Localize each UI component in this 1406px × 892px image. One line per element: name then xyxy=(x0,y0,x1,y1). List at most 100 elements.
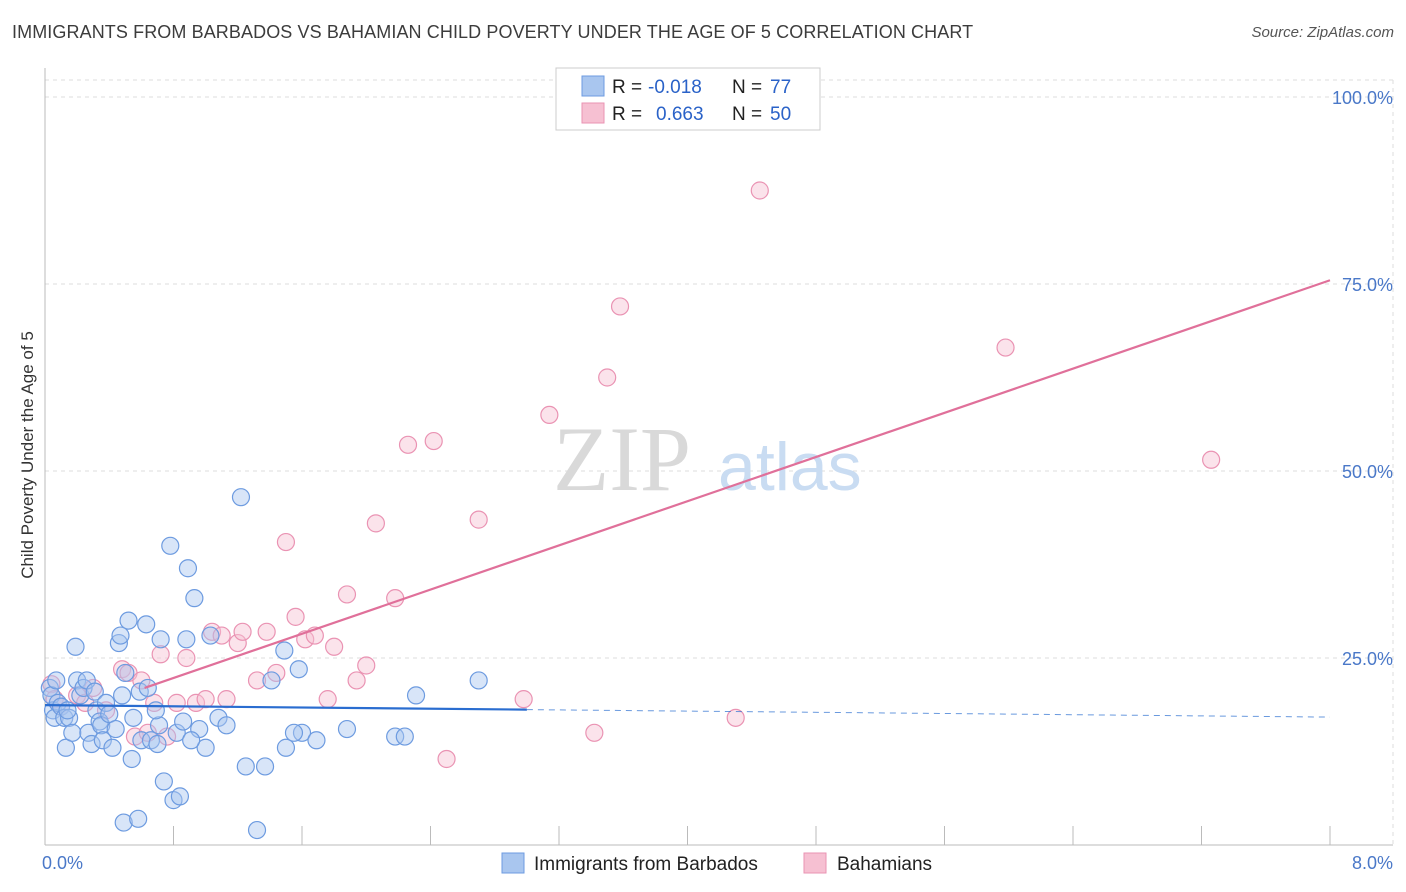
point-barbados-12 xyxy=(68,671,87,690)
point-barbados-75 xyxy=(284,723,304,742)
point-barbados-30 xyxy=(114,813,133,832)
points-layer xyxy=(40,181,1221,840)
bottom-legend-label-1: Immigrants from Barbados xyxy=(534,854,758,875)
legend-n-value-1: 77 xyxy=(770,77,791,98)
point-barbados-56 xyxy=(217,716,236,735)
y-axis-label: Child Poverty Under the Age of 5 xyxy=(18,331,37,579)
trend-line-bahamians xyxy=(144,279,1331,689)
legend-n-label-2: N = xyxy=(732,104,762,125)
y-tick-label-50: 50.0% xyxy=(1342,462,1393,482)
point-barbados-64 xyxy=(289,660,308,679)
point-bahamians-25 xyxy=(257,622,276,641)
y-tick-label-25: 25.0% xyxy=(1342,649,1393,669)
legend-r-value-2: 0.663 xyxy=(656,104,704,125)
point-bahamians-35 xyxy=(357,656,376,675)
point-bahamians-46 xyxy=(610,297,630,316)
point-barbados-26 xyxy=(106,719,125,739)
bottom-legend: Immigrants from Barbados Bahamians xyxy=(501,852,932,875)
point-barbados-33 xyxy=(122,749,141,769)
point-bahamians-28 xyxy=(286,607,305,626)
point-barbados-67 xyxy=(337,719,357,739)
point-barbados-57 xyxy=(231,488,251,507)
point-bahamians-23 xyxy=(233,622,252,641)
point-barbados-68 xyxy=(386,727,405,746)
bottom-legend-swatch-pink xyxy=(803,852,827,874)
legend-r-label-2: R = xyxy=(612,104,642,125)
point-barbados-42 xyxy=(151,630,170,649)
point-barbados-32 xyxy=(119,611,138,630)
point-bahamians-33 xyxy=(337,585,357,604)
point-bahamians-47 xyxy=(726,708,745,727)
point-bahamians-32 xyxy=(325,637,344,656)
point-bahamians-39 xyxy=(424,431,443,451)
trend-line-barbados xyxy=(44,704,527,711)
legend-n-label-1: N = xyxy=(732,77,762,98)
point-barbados-53 xyxy=(196,738,215,757)
point-barbados-71 xyxy=(469,671,488,690)
point-bahamians-34 xyxy=(347,671,366,690)
point-bahamians-10 xyxy=(132,671,151,690)
point-barbados-51 xyxy=(185,589,204,608)
point-barbados-25 xyxy=(103,738,122,757)
point-barbados-34 xyxy=(129,809,148,828)
point-barbados-66 xyxy=(307,731,326,750)
point-barbados-17 xyxy=(82,734,101,754)
point-barbados-27 xyxy=(109,633,128,653)
point-barbados-22 xyxy=(93,731,112,750)
x-tick-label-0: 0.0% xyxy=(42,853,83,873)
point-bahamians-48 xyxy=(750,181,769,200)
bottom-legend-swatch-blue xyxy=(501,852,525,874)
legend-swatch-blue xyxy=(581,75,605,97)
point-barbados-8 xyxy=(56,738,75,757)
point-barbados-4 xyxy=(47,671,66,690)
point-barbados-59 xyxy=(247,820,267,840)
point-barbados-40 xyxy=(148,734,167,754)
point-barbados-31 xyxy=(116,663,135,683)
x-tick-label-8: 8.0% xyxy=(1352,853,1393,873)
point-bahamians-36 xyxy=(366,514,385,533)
point-bahamians-38 xyxy=(398,435,418,454)
point-barbados-60 xyxy=(255,757,275,776)
legend-r-label-1: R = xyxy=(612,77,642,98)
point-bahamians-15 xyxy=(167,693,186,712)
point-bahamians-13 xyxy=(151,645,170,664)
point-bahamians-42 xyxy=(514,690,533,709)
point-barbados-43 xyxy=(154,772,173,791)
point-bahamians-16 xyxy=(177,648,196,668)
point-barbados-11 xyxy=(66,637,85,656)
point-bahamians-49 xyxy=(996,338,1015,357)
point-barbados-54 xyxy=(201,626,220,645)
point-bahamians-41 xyxy=(469,510,488,529)
point-barbados-48 xyxy=(174,712,193,731)
point-barbados-61 xyxy=(262,671,281,690)
point-barbados-74 xyxy=(182,731,201,750)
point-bahamians-40 xyxy=(437,749,456,769)
legend-r-value-1: -0.018 xyxy=(648,77,702,98)
point-barbados-62 xyxy=(275,641,294,660)
chart-source: Source: ZipAtlas.com xyxy=(1251,24,1394,41)
point-barbados-9 xyxy=(59,708,79,727)
y-tick-label-100: 100.0% xyxy=(1332,88,1393,108)
point-barbados-69 xyxy=(395,727,414,746)
trend-layer xyxy=(44,279,1331,718)
point-bahamians-27 xyxy=(276,532,296,552)
point-barbados-28 xyxy=(111,626,130,645)
bottom-legend-label-2: Bahamians xyxy=(837,854,932,875)
point-bahamians-44 xyxy=(585,723,604,742)
legend-swatch-pink xyxy=(581,102,605,124)
point-barbados-50 xyxy=(178,559,198,578)
point-barbados-0 xyxy=(40,678,59,698)
point-barbados-10 xyxy=(63,723,82,742)
point-barbados-41 xyxy=(149,716,169,735)
point-bahamians-31 xyxy=(318,690,337,709)
point-barbados-18 xyxy=(85,682,104,701)
point-barbados-70 xyxy=(406,686,426,705)
point-barbados-47 xyxy=(170,787,190,806)
point-barbados-63 xyxy=(276,738,296,757)
y-tick-label-75: 75.0% xyxy=(1342,275,1393,295)
point-bahamians-21 xyxy=(217,690,236,709)
point-barbados-72 xyxy=(124,708,143,727)
point-barbados-37 xyxy=(137,615,156,634)
point-bahamians-22 xyxy=(228,633,247,653)
